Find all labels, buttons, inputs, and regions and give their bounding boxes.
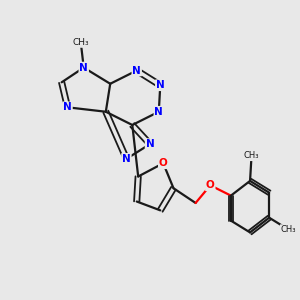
Text: CH₃: CH₃ (280, 225, 296, 234)
Text: N: N (154, 107, 163, 117)
Text: CH₃: CH₃ (244, 152, 259, 160)
Text: N: N (122, 154, 131, 164)
Text: N: N (63, 102, 72, 112)
Text: O: O (206, 180, 215, 190)
Text: N: N (132, 65, 141, 76)
Text: N: N (146, 139, 154, 149)
Text: CH₃: CH₃ (73, 38, 89, 47)
Text: N: N (156, 80, 165, 90)
Text: O: O (159, 158, 168, 168)
Text: N: N (80, 63, 88, 73)
